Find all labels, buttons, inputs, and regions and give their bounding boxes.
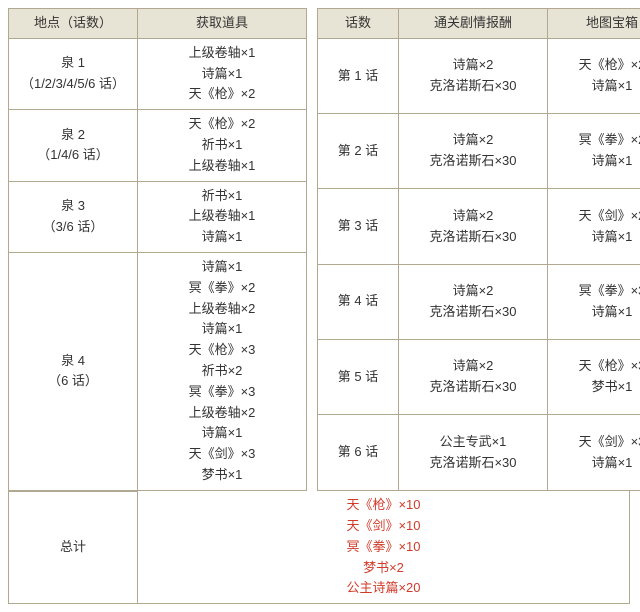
right-header-reward: 通关剧情报酬 bbox=[399, 9, 548, 39]
left-cell-loc: 泉 4（6 话） bbox=[9, 252, 138, 490]
right-cell-reward: 诗篇×2克洛诺斯石×30 bbox=[399, 264, 548, 339]
left-cell-loc: 泉 2（1/4/6 话） bbox=[9, 110, 138, 181]
left-cell-loc: 泉 1（1/2/3/4/5/6 话） bbox=[9, 38, 138, 109]
total-table: 总计 天《枪》×10天《剑》×10冥《拳》×10梦书×2公主诗篇×20 bbox=[8, 491, 630, 604]
right-cell-chest: 冥《拳》×2诗篇×1 bbox=[548, 114, 640, 189]
right-cell-ep: 第 2 话 bbox=[318, 114, 399, 189]
right-cell-reward: 公主专武×1克洛诺斯石×30 bbox=[399, 415, 548, 490]
right-cell-ep: 第 3 话 bbox=[318, 189, 399, 264]
top-row: 地点（话数） 获取道具 泉 1（1/2/3/4/5/6 话）上级卷轴×1诗篇×1… bbox=[8, 8, 632, 491]
right-row: 第 6 话公主专武×1克洛诺斯石×30天《剑》×3诗篇×1 bbox=[318, 415, 640, 490]
right-header-ep: 话数 bbox=[318, 9, 399, 39]
left-cell-items: 诗篇×1冥《拳》×2上级卷轴×2诗篇×1天《枪》×3祈书×2冥《拳》×3上级卷轴… bbox=[138, 252, 307, 490]
left-tbody: 泉 1（1/2/3/4/5/6 话）上级卷轴×1诗篇×1天《枪》×2泉 2（1/… bbox=[9, 38, 307, 490]
total-items: 天《枪》×10天《剑》×10冥《拳》×10梦书×2公主诗篇×20 bbox=[138, 491, 630, 603]
right-cell-chest: 天《枪》×3梦书×1 bbox=[548, 340, 640, 415]
right-row: 第 4 话诗篇×2克洛诺斯石×30冥《拳》×3诗篇×1 bbox=[318, 264, 640, 339]
left-row: 泉 4（6 话）诗篇×1冥《拳》×2上级卷轴×2诗篇×1天《枪》×3祈书×2冥《… bbox=[9, 252, 307, 490]
right-cell-chest: 天《剑》×2诗篇×1 bbox=[548, 189, 640, 264]
right-tbody: 第 1 话诗篇×2克洛诺斯石×30天《枪》×2诗篇×1第 2 话诗篇×2克洛诺斯… bbox=[318, 38, 640, 490]
right-cell-reward: 诗篇×2克洛诺斯石×30 bbox=[399, 38, 548, 113]
left-cell-loc: 泉 3（3/6 话） bbox=[9, 181, 138, 252]
right-cell-ep: 第 6 话 bbox=[318, 415, 399, 490]
left-row: 泉 3（3/6 话）祈书×1上级卷轴×1诗篇×1 bbox=[9, 181, 307, 252]
right-cell-chest: 冥《拳》×3诗篇×1 bbox=[548, 264, 640, 339]
left-table: 地点（话数） 获取道具 泉 1（1/2/3/4/5/6 话）上级卷轴×1诗篇×1… bbox=[8, 8, 307, 491]
right-cell-ep: 第 1 话 bbox=[318, 38, 399, 113]
left-row: 泉 2（1/4/6 话）天《枪》×2祈书×1上级卷轴×1 bbox=[9, 110, 307, 181]
right-cell-reward: 诗篇×2克洛诺斯石×30 bbox=[399, 114, 548, 189]
right-row: 第 5 话诗篇×2克洛诺斯石×30天《枪》×3梦书×1 bbox=[318, 340, 640, 415]
right-cell-reward: 诗篇×2克洛诺斯石×30 bbox=[399, 189, 548, 264]
right-row: 第 1 话诗篇×2克洛诺斯石×30天《枪》×2诗篇×1 bbox=[318, 38, 640, 113]
right-cell-ep: 第 4 话 bbox=[318, 264, 399, 339]
right-header-chest: 地图宝箱 bbox=[548, 9, 640, 39]
right-cell-chest: 天《剑》×3诗篇×1 bbox=[548, 415, 640, 490]
right-row: 第 3 话诗篇×2克洛诺斯石×30天《剑》×2诗篇×1 bbox=[318, 189, 640, 264]
left-header-loc: 地点（话数） bbox=[9, 9, 138, 39]
right-row: 第 2 话诗篇×2克洛诺斯石×30冥《拳》×2诗篇×1 bbox=[318, 114, 640, 189]
left-cell-items: 祈书×1上级卷轴×1诗篇×1 bbox=[138, 181, 307, 252]
right-cell-reward: 诗篇×2克洛诺斯石×30 bbox=[399, 340, 548, 415]
left-row: 泉 1（1/2/3/4/5/6 话）上级卷轴×1诗篇×1天《枪》×2 bbox=[9, 38, 307, 109]
right-cell-ep: 第 5 话 bbox=[318, 340, 399, 415]
right-cell-chest: 天《枪》×2诗篇×1 bbox=[548, 38, 640, 113]
left-header-items: 获取道具 bbox=[138, 9, 307, 39]
left-cell-items: 天《枪》×2祈书×1上级卷轴×1 bbox=[138, 110, 307, 181]
tables-container: 地点（话数） 获取道具 泉 1（1/2/3/4/5/6 话）上级卷轴×1诗篇×1… bbox=[8, 8, 632, 604]
left-cell-items: 上级卷轴×1诗篇×1天《枪》×2 bbox=[138, 38, 307, 109]
right-table: 话数 通关剧情报酬 地图宝箱 第 1 话诗篇×2克洛诺斯石×30天《枪》×2诗篇… bbox=[317, 8, 640, 491]
total-label: 总计 bbox=[9, 491, 138, 603]
